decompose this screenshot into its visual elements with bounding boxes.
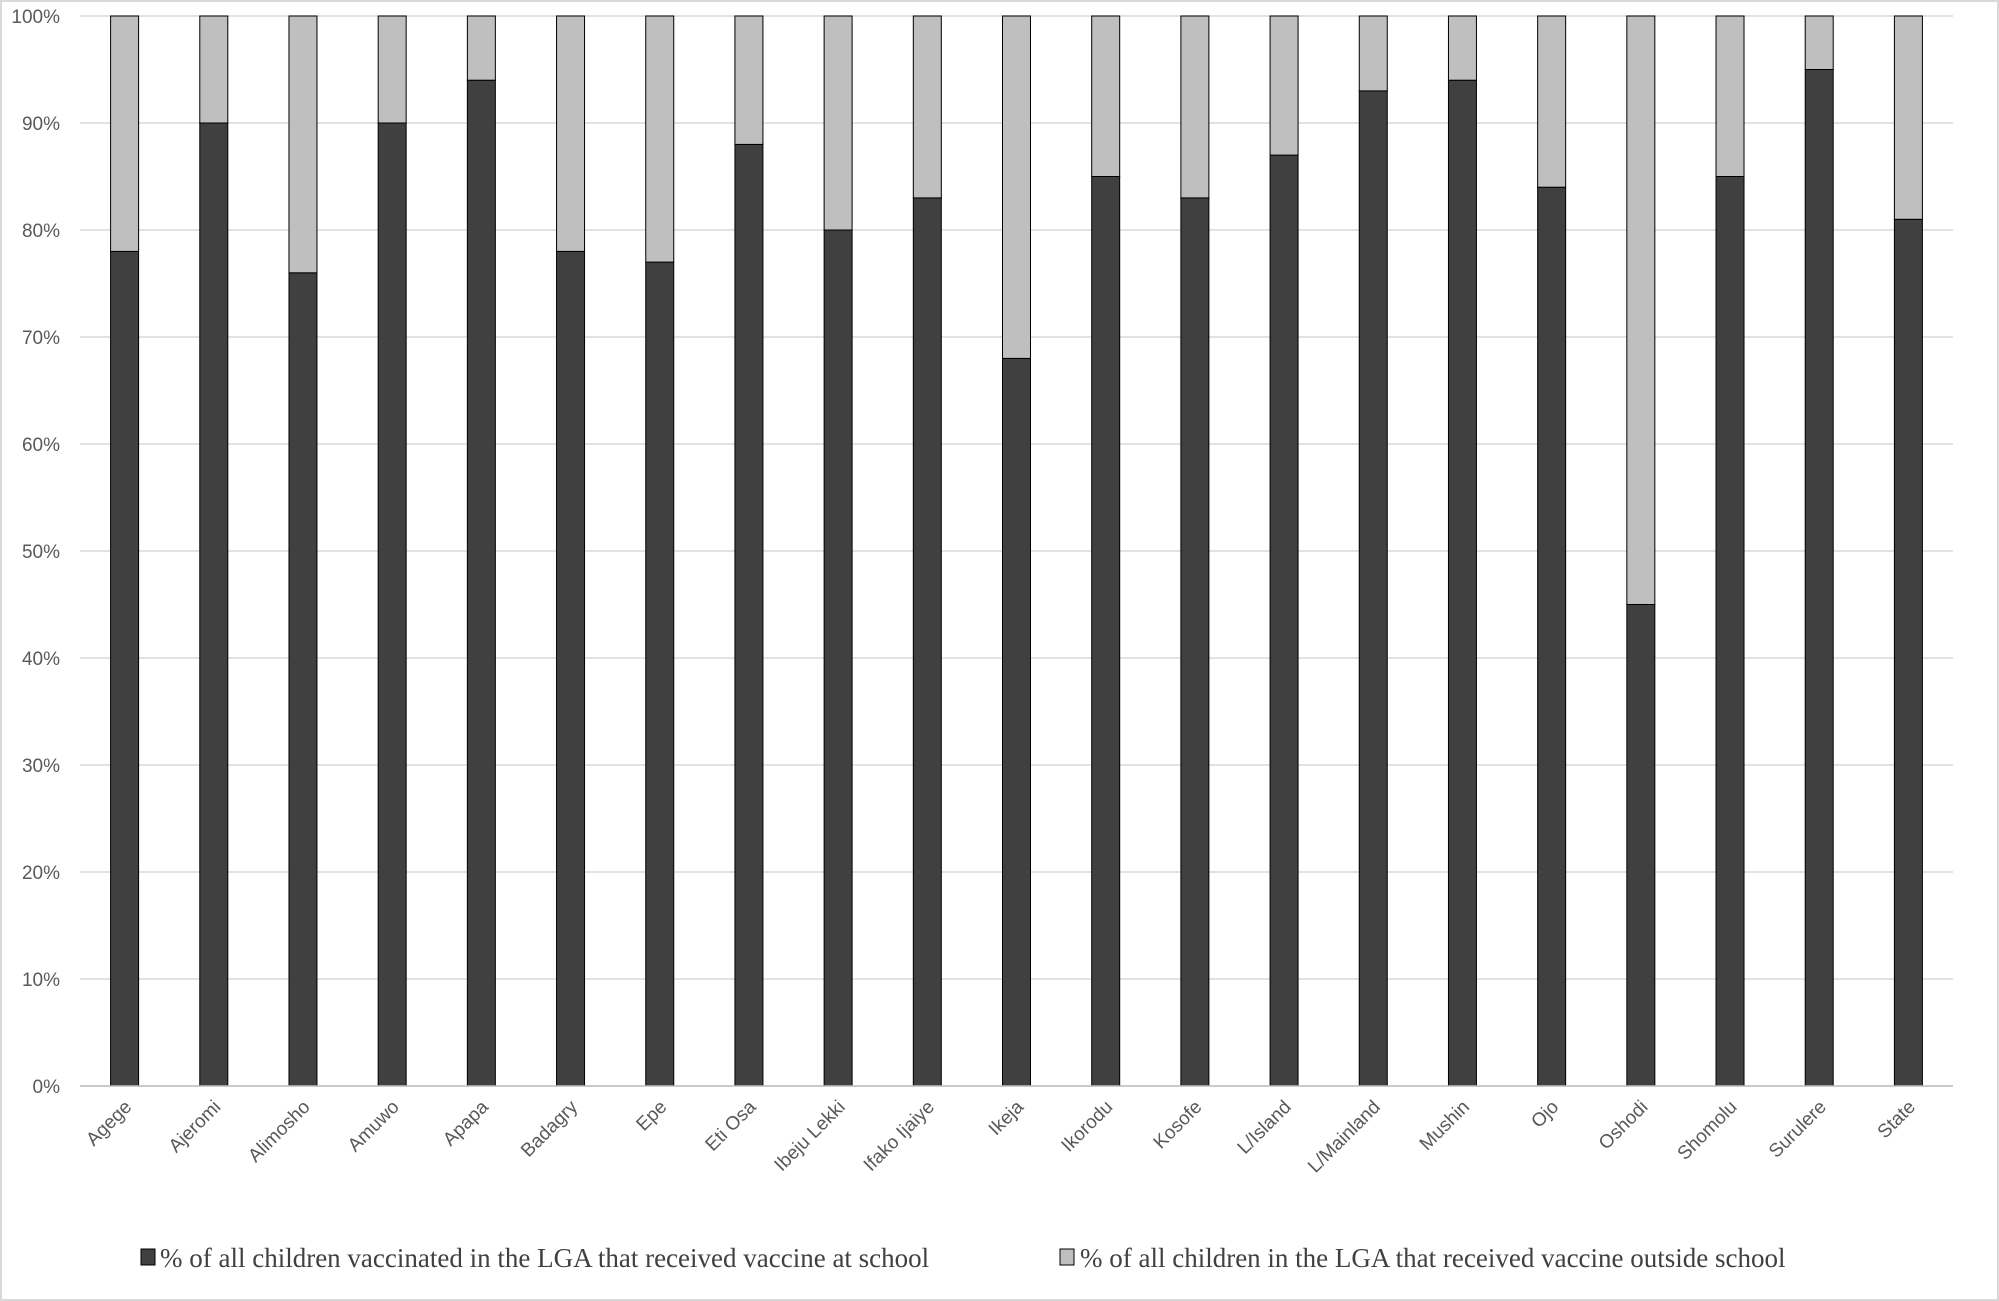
bar-school <box>645 261 675 1087</box>
x-tick-label: Apapa <box>439 1096 493 1150</box>
y-axis-ticks: 0% 10% 20% 30% 40% 50% 60% 70% 80% 90% 100% <box>11 7 60 1098</box>
x-tick-label: Agege <box>82 1097 136 1151</box>
bar-outside <box>1893 15 1923 220</box>
bar-outside <box>110 15 140 252</box>
y-tick-label: 20% <box>22 863 60 884</box>
x-tick-label: Ikorodu <box>1058 1097 1118 1157</box>
x-tick-label: Amuwo <box>344 1097 404 1157</box>
bar-outside <box>823 15 853 231</box>
bar-school <box>377 122 407 1087</box>
y-tick-label: 70% <box>22 328 60 349</box>
legend-label-outside: % of all children in the LGA that receiv… <box>1080 1243 1786 1273</box>
x-tick-label: Kosofe <box>1150 1097 1207 1154</box>
legend: % of all children vaccinated in the LGA … <box>140 1243 1786 1273</box>
bar-school <box>199 122 229 1087</box>
x-tick-label: Eti Osa <box>702 1096 761 1155</box>
y-tick-label: 30% <box>22 756 60 777</box>
x-tick-label: Alimosho <box>244 1097 314 1167</box>
bar-outside <box>1447 15 1477 81</box>
y-tick-label: 80% <box>22 221 60 242</box>
x-tick-label: Ikeja <box>985 1096 1029 1140</box>
bar-outside <box>1180 15 1210 199</box>
y-tick-label: 50% <box>22 542 60 563</box>
bar-outside <box>556 15 586 252</box>
bar-school <box>734 143 764 1087</box>
bar-school <box>110 250 140 1087</box>
bar-school <box>1626 604 1656 1087</box>
x-tick-label: State <box>1874 1097 1920 1143</box>
bar-outside <box>1269 15 1299 156</box>
bar-school <box>556 250 586 1087</box>
x-tick-label: Ibeju Lekki <box>771 1097 850 1176</box>
y-tick-label: 100% <box>11 7 60 28</box>
bar-school <box>1893 218 1923 1087</box>
bar-outside <box>645 15 675 263</box>
y-tick-label: 10% <box>22 970 60 991</box>
legend-swatch-school <box>140 1248 156 1266</box>
bar-school <box>1715 176 1745 1087</box>
legend-label-school: % of all children vaccinated in the LGA … <box>160 1243 929 1273</box>
bar-school <box>1447 79 1477 1087</box>
y-tick-label: 60% <box>22 435 60 456</box>
x-tick-label: Shomolu <box>1674 1097 1742 1165</box>
bar-outside <box>1358 15 1388 92</box>
bars <box>110 15 1923 1087</box>
bar-outside <box>734 15 764 145</box>
bar-outside <box>1626 15 1656 605</box>
x-tick-label: Mushin <box>1416 1097 1474 1155</box>
bar-school <box>466 79 496 1087</box>
bar-school <box>912 197 942 1087</box>
bar-school <box>288 272 318 1087</box>
bar-outside <box>199 15 229 124</box>
x-tick-label: Surulere <box>1765 1097 1831 1163</box>
bar-outside <box>1537 15 1567 188</box>
bar-outside <box>466 15 496 81</box>
x-tick-label: Ojo <box>1527 1097 1563 1133</box>
bar-school <box>1269 154 1299 1087</box>
x-tick-label: L/Mainland <box>1304 1097 1385 1178</box>
x-tick-label: L/Island <box>1234 1097 1296 1159</box>
bar-outside <box>1715 15 1745 177</box>
bar-school <box>1180 197 1210 1087</box>
bar-outside <box>377 15 407 124</box>
x-tick-label: Oshodi <box>1595 1097 1652 1154</box>
y-tick-label: 0% <box>33 1077 61 1098</box>
bar-outside <box>912 15 942 199</box>
x-tick-label: Ajeromi <box>165 1097 225 1157</box>
bar-outside <box>288 15 318 274</box>
bar-school <box>1002 357 1031 1087</box>
bar-outside <box>1002 15 1031 359</box>
bar-outside <box>1091 15 1121 177</box>
x-tick-label: Badagry <box>517 1096 582 1161</box>
bar-school <box>1091 176 1121 1087</box>
x-tick-label: Epe <box>633 1097 672 1136</box>
legend-swatch-outside <box>1059 1248 1075 1266</box>
y-tick-label: 90% <box>22 114 60 135</box>
bar-school <box>1804 69 1834 1087</box>
bar-school <box>1537 186 1567 1087</box>
bar-school <box>823 229 853 1087</box>
x-axis-labels: Agege Ajeromi Alimosho Amuwo Apapa Badagry Epe… <box>82 1096 1920 1177</box>
bar-outside <box>1804 15 1834 70</box>
y-tick-label: 40% <box>22 649 60 670</box>
bar-school <box>1358 90 1388 1087</box>
x-tick-label: Ifako Ijaiye <box>860 1097 939 1176</box>
